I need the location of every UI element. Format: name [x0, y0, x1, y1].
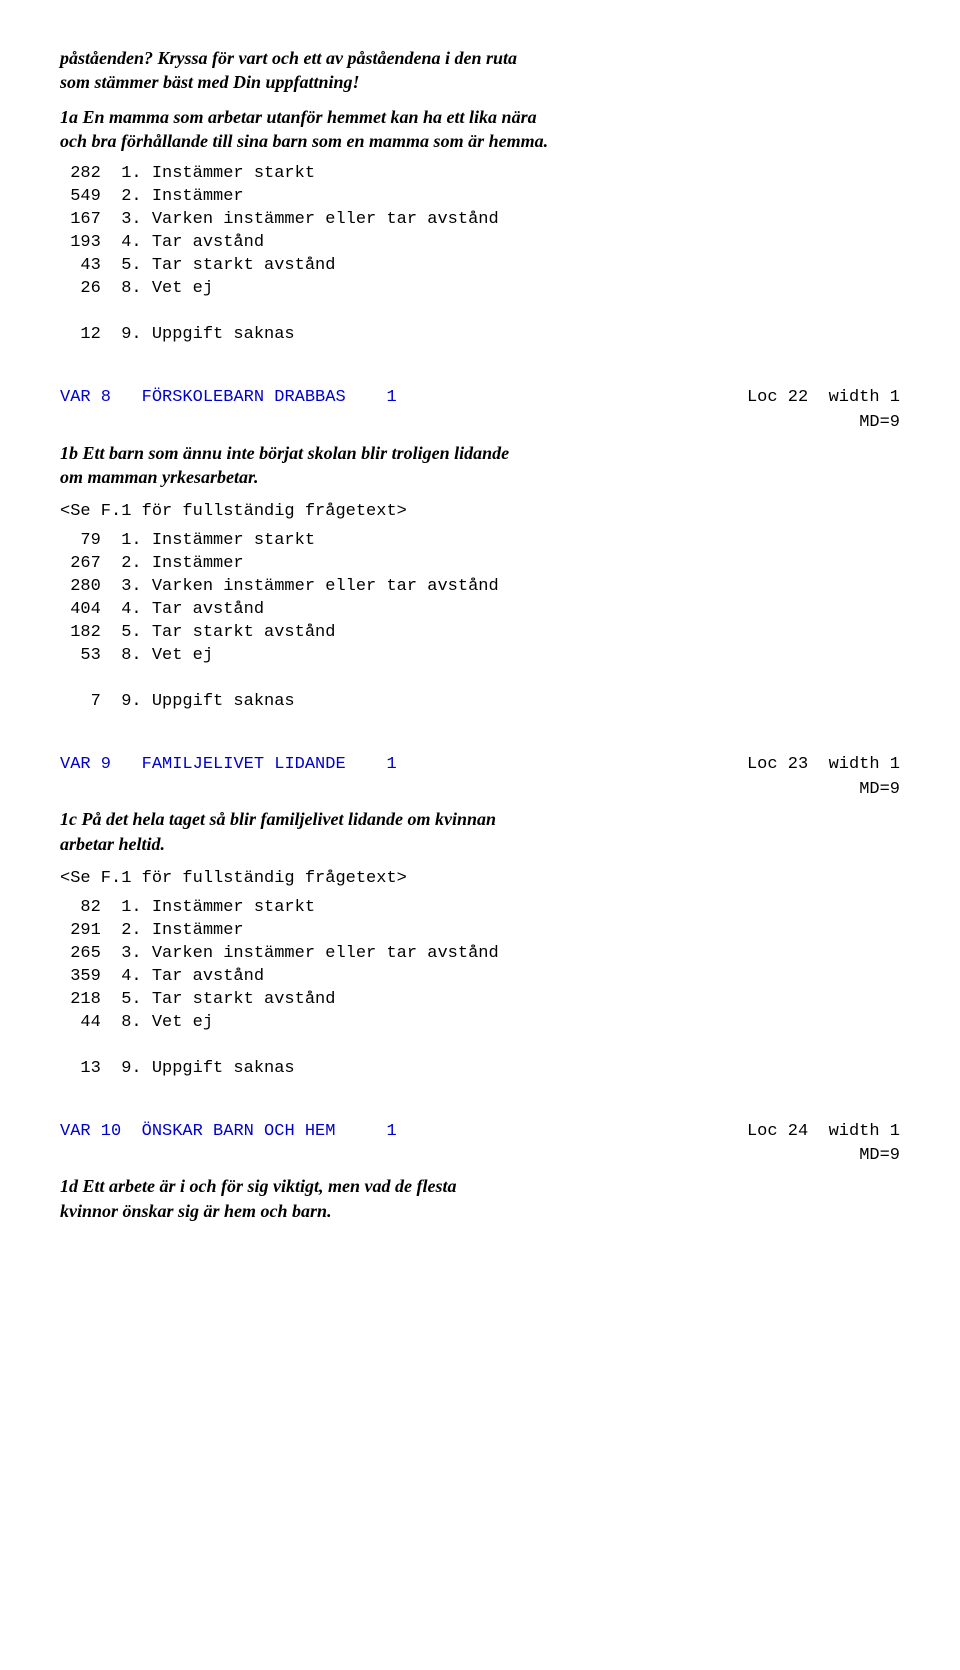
var8-right: Loc 22 width 1 [747, 387, 900, 410]
intro-line2: som stämmer bäst med Din uppfattning! [60, 72, 360, 92]
var9-question: 1c På det hela taget så blir familjelive… [60, 807, 900, 856]
var9-loc: Loc 23 width 1 [747, 755, 900, 774]
var8-see-ref: <Se F.1 för fullständig frågetext> [60, 501, 900, 524]
var9-md-row: MD=9 [60, 779, 900, 802]
var9-see-ref: <Se F.1 för fullständig frågetext> [60, 868, 900, 891]
var10-q-line1: 1d Ett arbete är i och för sig viktigt, … [60, 1176, 456, 1196]
var10-header-row: VAR 10 ÖNSKAR BARN OCH HEM 1 Loc 24 widt… [60, 1121, 900, 1144]
var10-q-line2: kvinnor önskar sig är hem och barn. [60, 1201, 332, 1221]
var10-right: Loc 24 width 1 [747, 1121, 900, 1144]
var8-md-row: MD=9 [60, 412, 900, 435]
intro-line1: påståenden? Kryssa för vart och ett av p… [60, 48, 517, 68]
var10-name: ÖNSKAR BARN OCH HEM 1 [142, 1122, 397, 1141]
var9-block: VAR 9 FAMILJELIVET LIDANDE 1 Loc 23 widt… [60, 754, 900, 1081]
var8-label: VAR 8 [60, 388, 111, 407]
var8-left: VAR 8 FÖRSKOLEBARN DRABBAS 1 [60, 387, 397, 410]
var10-loc: Loc 24 width 1 [747, 1122, 900, 1141]
q1a-line1: 1a En mamma som arbetar utanför hemmet k… [60, 107, 537, 127]
var9-q-line1: 1c På det hela taget så blir familjelive… [60, 809, 496, 829]
var10-label: VAR 10 [60, 1122, 121, 1141]
var10-md-row: MD=9 [60, 1145, 900, 1168]
var8-md: MD=9 [859, 413, 900, 432]
var8-name: FÖRSKOLEBARN DRABBAS 1 [142, 388, 397, 407]
var9-name: FAMILJELIVET LIDANDE 1 [142, 755, 397, 774]
q1a-freq-table: 282 1. Instämmer starkt 549 2. Instämmer… [60, 163, 900, 347]
var9-left: VAR 9 FAMILJELIVET LIDANDE 1 [60, 754, 397, 777]
var9-q-line2: arbetar heltid. [60, 834, 165, 854]
var8-q-line1: 1b Ett barn som ännu inte börjat skolan … [60, 443, 509, 463]
var8-q-line2: om mamman yrkesarbetar. [60, 467, 259, 487]
var8-freq-table: 79 1. Instämmer starkt 267 2. Instämmer … [60, 530, 900, 714]
var10-left: VAR 10 ÖNSKAR BARN OCH HEM 1 [60, 1121, 397, 1144]
var8-loc: Loc 22 width 1 [747, 388, 900, 407]
var8-block: VAR 8 FÖRSKOLEBARN DRABBAS 1 Loc 22 widt… [60, 387, 900, 714]
var9-header-row: VAR 9 FAMILJELIVET LIDANDE 1 Loc 23 widt… [60, 754, 900, 777]
intro-instruction: påståenden? Kryssa för vart och ett av p… [60, 46, 900, 95]
q1a-line2: och bra förhållande till sina barn som e… [60, 131, 548, 151]
var10-md: MD=9 [859, 1146, 900, 1165]
var10-block: VAR 10 ÖNSKAR BARN OCH HEM 1 Loc 24 widt… [60, 1121, 900, 1223]
q1a-text: 1a En mamma som arbetar utanför hemmet k… [60, 105, 900, 154]
intro-block: påståenden? Kryssa för vart och ett av p… [60, 46, 900, 347]
var8-header-row: VAR 8 FÖRSKOLEBARN DRABBAS 1 Loc 22 widt… [60, 387, 900, 410]
var9-right: Loc 23 width 1 [747, 754, 900, 777]
var9-label: VAR 9 [60, 755, 111, 774]
var10-question: 1d Ett arbete är i och för sig viktigt, … [60, 1174, 900, 1223]
var8-question: 1b Ett barn som ännu inte börjat skolan … [60, 441, 900, 490]
var9-md: MD=9 [859, 780, 900, 799]
var9-freq-table: 82 1. Instämmer starkt 291 2. Instämmer … [60, 897, 900, 1081]
